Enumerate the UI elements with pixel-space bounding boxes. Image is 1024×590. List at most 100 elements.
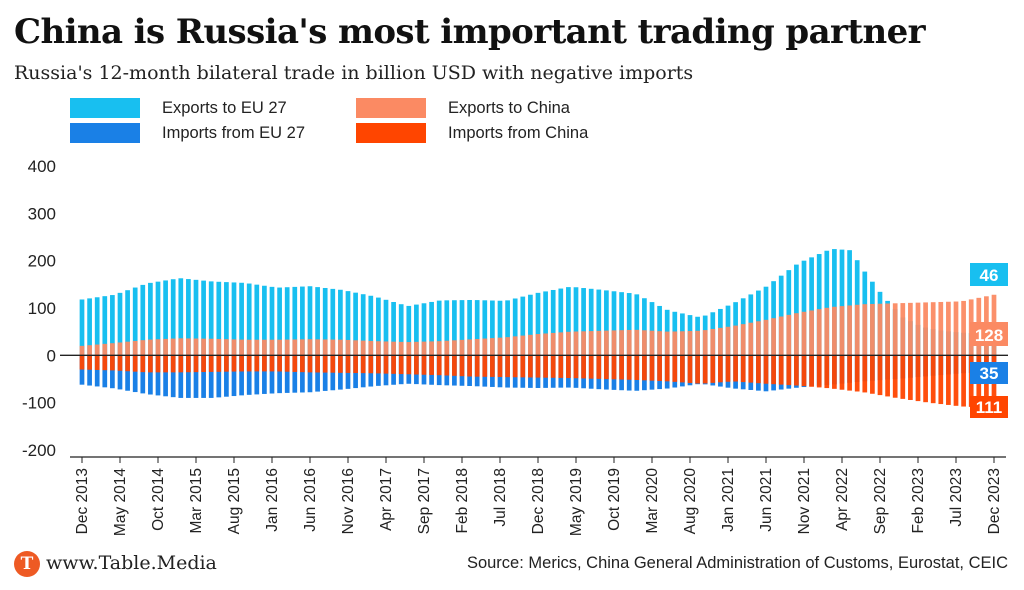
bar-exports-china [877,303,883,356]
bar-exports-eu [201,280,206,356]
bar-imports-eu [246,355,252,395]
bar-imports-china [664,355,670,382]
bar-exports-china [429,341,434,356]
bar-imports-china [702,355,708,384]
bar-exports-china [125,341,130,356]
bar-exports-china [900,303,906,356]
legend-swatch-exports-china [356,98,426,118]
bar-imports-china [771,355,776,385]
bar-exports-eu [284,287,290,356]
bar-imports-china [360,355,366,374]
bar-exports-china [497,337,503,356]
bar-imports-eu [102,355,108,388]
bar-exports-china [588,331,594,356]
bar-imports-china-series [79,355,997,408]
bar-exports-china [558,332,564,356]
bar-imports-china [642,355,647,381]
bar-imports-china [588,355,594,379]
bar-exports-china [938,301,944,356]
bar-exports-china [801,311,807,356]
bar-imports-china [338,355,343,373]
bar-exports-eu [246,283,252,356]
bar-exports-eu [528,294,533,356]
bar-imports-china [330,355,336,373]
bar-imports-china [79,355,85,370]
bar-imports-china [239,355,244,372]
y-tick-label: 0 [47,346,56,365]
bar-exports-china [778,316,784,356]
bar-exports-eu [376,297,381,356]
bar-exports-eu [581,288,586,356]
bar-imports-eu [269,355,275,394]
bar-imports-china [687,355,693,383]
bar-exports-china [193,338,199,356]
bar-exports-china [345,339,351,356]
bars-group [60,249,1008,408]
bar-exports-eu [824,250,830,356]
bar-exports-eu [657,305,662,356]
bar-exports-china [140,340,146,356]
bar-exports-china [816,309,822,356]
x-tick-label: Apr 2022 [834,468,851,531]
bar-exports-china [832,306,837,356]
bar-imports-china [854,355,860,392]
bar-exports-china [277,339,282,356]
bar-imports-china [915,355,921,402]
bar-exports-eu [543,291,548,356]
x-tick-label: Jan 2021 [720,468,737,532]
bar-exports-eu [360,294,366,356]
bar-imports-china [611,355,617,380]
bar-imports-china [801,355,807,387]
end-label-box [970,362,1008,384]
bar-exports-eu [315,287,320,356]
x-axis: Dec 2013 May 2014 Oct 2014 Mar 2015 Aug 2015… [70,456,1006,536]
trade-bar-chart: -200 -100 0 100 200 300 400 Dec 2013 May 2014 Oc… [22,157,1008,536]
bar-exports-china [163,338,168,356]
chart-title: China is Russia's most important trading… [14,12,926,52]
bar-exports-eu [414,304,419,356]
bar-imports-china [778,355,784,385]
bar-exports-china [657,331,662,356]
bar-imports-china [307,355,313,373]
bar-imports-eu [284,355,290,393]
bar-exports-eu [436,300,442,356]
bar-exports-eu [102,296,108,356]
bar-imports-eu [277,355,282,394]
bar-imports-china [740,355,746,383]
bar-exports-eu [398,304,404,356]
bar-imports-china [368,355,374,374]
bar-exports-china [786,314,792,356]
bar-imports-china [832,355,837,389]
x-tick-label: Dec 2013 [74,468,91,534]
bar-exports-eu [231,282,237,356]
bar-exports-china [414,341,419,356]
bar-imports-china [284,355,290,372]
bar-imports-china [710,355,716,383]
x-tick-label: Aug 2015 [226,468,243,534]
bar-exports-china [94,344,100,356]
bar-imports-china [520,355,526,378]
bar-imports-china [535,355,541,378]
bar-imports-eu [163,355,168,397]
bar-exports-eu [634,294,640,356]
legend-item-imports-china: Imports from China [356,122,588,144]
bar-imports-eu [216,355,222,398]
bar-exports-china [756,321,761,356]
bar-imports-china [421,355,427,375]
bar-exports-china [930,302,936,356]
bar-exports-china [550,332,556,356]
bar-imports-china [414,355,419,375]
bar-imports-china [649,355,655,381]
y-tick-label: 200 [28,252,56,271]
bar-exports-eu [140,284,146,356]
bar-exports-china [847,305,852,356]
bar-exports-eu [573,287,579,356]
bar-imports-china [657,355,662,381]
bar-exports-eu [368,295,374,356]
legend-label-exports-china: Exports to China [448,98,570,117]
bar-exports-eu [444,300,450,356]
bar-exports-eu [262,285,267,356]
bar-exports-eu [588,288,594,356]
bar-imports-china [756,355,761,384]
bar-exports-china [771,318,776,356]
